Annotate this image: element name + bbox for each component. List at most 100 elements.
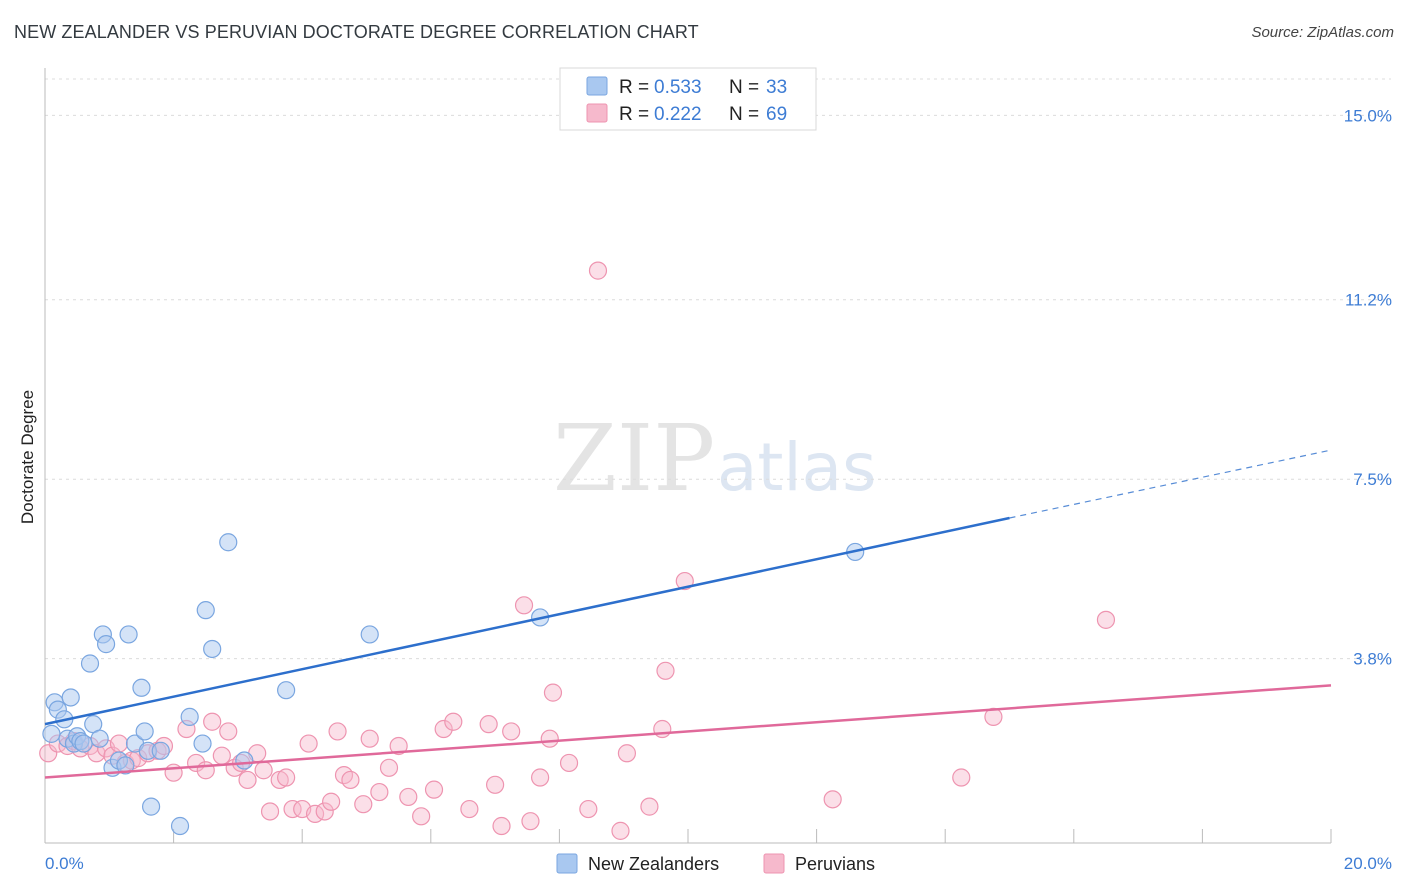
peruvian-point-31 — [283, 799, 302, 819]
peruvian-point-70 — [952, 768, 971, 787]
peruvian-point-33 — [299, 734, 318, 753]
peruvian-point-72 — [1096, 610, 1116, 629]
new-zealander-point-29 — [203, 639, 222, 659]
peruvian-point-67 — [656, 661, 675, 680]
peruvian-point-69 — [823, 790, 842, 809]
new-zealander-point-25 — [180, 707, 199, 726]
watermark-atlas: atlas — [717, 429, 877, 506]
y-tick-label-1: 7.5% — [1353, 470, 1392, 489]
legend-r-label-1: R = — [619, 77, 649, 98]
peruvian-point-40 — [354, 795, 373, 814]
peruvian-point-22 — [219, 722, 238, 741]
peruvian-point-54 — [502, 722, 521, 741]
new-zealander-point-31 — [235, 751, 254, 770]
peruvian-point-51 — [479, 715, 498, 734]
trend-line-new-zealanders — [44, 516, 1010, 726]
y-tick-label-0: 3.8% — [1353, 650, 1392, 669]
new-zealander-point-0 — [42, 724, 61, 743]
peruvian-point-66 — [653, 719, 672, 739]
new-zealander-point-28 — [196, 601, 215, 620]
legend-r-label-2: R = — [619, 104, 649, 125]
peruvian-point-21 — [212, 746, 231, 765]
new-zealander-point-10 — [80, 654, 100, 673]
legend-r-value-2: 0.222 — [654, 104, 702, 125]
trend-line-new-zealanders-extension — [1009, 449, 1332, 519]
peruvian-point-65 — [640, 797, 659, 816]
trend-lines — [44, 449, 1332, 779]
y-tick-label-3: 15.0% — [1344, 106, 1392, 125]
legend-n-label-2: N = — [729, 104, 759, 125]
peruvian-point-37 — [328, 722, 347, 741]
axes — [44, 68, 1332, 844]
new-zealander-point-32 — [277, 681, 296, 700]
peruvian-point-47 — [424, 780, 444, 799]
new-zealander-point-24 — [151, 741, 170, 760]
peruvian-point-58 — [540, 729, 559, 748]
peruvian-point-30 — [277, 768, 296, 787]
chart-source: Source: ZipAtlas.com — [1251, 24, 1394, 41]
peruvian-point-56 — [521, 812, 540, 831]
peruvian-point-9 — [109, 734, 129, 753]
legend-swatch-new-zealanders — [586, 76, 608, 96]
new-zealander-point-14 — [96, 635, 116, 654]
legend-n-value-2: 69 — [766, 104, 787, 125]
new-zealander-point-17 — [116, 756, 135, 775]
new-zealander-point-9 — [74, 734, 93, 753]
legend-r-value-1: 0.533 — [654, 77, 702, 98]
peruvian-point-45 — [399, 787, 418, 807]
peruvian-point-0 — [39, 744, 58, 763]
bottom-legend-swatch-new-zealanders — [556, 853, 578, 874]
bottom-legend-label-peruvians: Peruvians — [795, 854, 875, 874]
new-zealander-point-23 — [141, 797, 161, 816]
peruvian-point-52 — [486, 775, 505, 794]
peruvian-point-41 — [360, 729, 379, 748]
new-zealander-point-27 — [193, 734, 212, 753]
y-tick-label-2: 11.2% — [1345, 291, 1392, 310]
peruvian-point-50 — [460, 799, 479, 819]
watermark-zip: ZIP — [553, 405, 715, 512]
peruvian-point-53 — [492, 816, 511, 836]
legend: R = 0.533 N = 33 R = 0.222 N = 69 — [559, 67, 817, 131]
peruvian-point-35 — [315, 802, 334, 821]
peruvian-point-48 — [434, 719, 453, 739]
peruvian-point-55 — [514, 596, 534, 615]
bottom-legend-label-new-zealanders: New Zealanders — [588, 854, 719, 874]
peruvian-point-28 — [260, 802, 280, 821]
peruvian-point-57 — [531, 768, 550, 787]
peruvian-point-64 — [617, 744, 637, 763]
new-zealander-point-26 — [170, 816, 190, 836]
gridlines — [45, 78, 1391, 660]
x-tick-label-1: 20.0% — [1344, 854, 1392, 873]
peruvian-point-27 — [254, 761, 273, 780]
peruvian-point-43 — [379, 758, 399, 777]
legend-n-label-1: N = — [729, 77, 759, 98]
peruvian-point-60 — [559, 753, 579, 773]
peruvian-point-63 — [611, 821, 630, 840]
legend-n-value-1: 33 — [766, 77, 787, 98]
peruvian-point-44 — [389, 736, 408, 756]
peruvian-point-59 — [543, 683, 563, 702]
peruvian-point-46 — [412, 807, 431, 826]
new-zealander-point-33 — [360, 625, 379, 644]
y-tick-labels: 3.8% 7.5% 11.2% 15.0% — [1344, 106, 1392, 668]
peruvian-point-61 — [579, 799, 598, 819]
legend-swatch-peruvians — [586, 103, 608, 123]
peruvian-point-42 — [370, 782, 389, 802]
new-zealander-point-21 — [135, 722, 154, 741]
chart-title: NEW ZEALANDER VS PERUVIAN DOCTORATE DEGR… — [14, 22, 699, 42]
new-zealander-point-12 — [90, 729, 109, 748]
trend-line-peruvians — [44, 684, 1332, 779]
y-axis-label: Doctorate Degree — [18, 390, 37, 524]
series-new-zealanders — [42, 533, 865, 836]
peruvian-point-39 — [341, 770, 360, 790]
peruvian-point-20 — [203, 712, 222, 731]
peruvian-point-25 — [238, 770, 257, 790]
x-tick-label-0: 0.0% — [45, 854, 84, 873]
new-zealander-point-20 — [132, 678, 151, 697]
series-peruvians — [39, 261, 1116, 840]
new-zealander-point-18 — [119, 625, 138, 644]
bottom-legend-swatch-peruvians — [763, 853, 785, 874]
new-zealander-point-5 — [61, 688, 80, 707]
new-zealander-point-30 — [219, 533, 238, 552]
